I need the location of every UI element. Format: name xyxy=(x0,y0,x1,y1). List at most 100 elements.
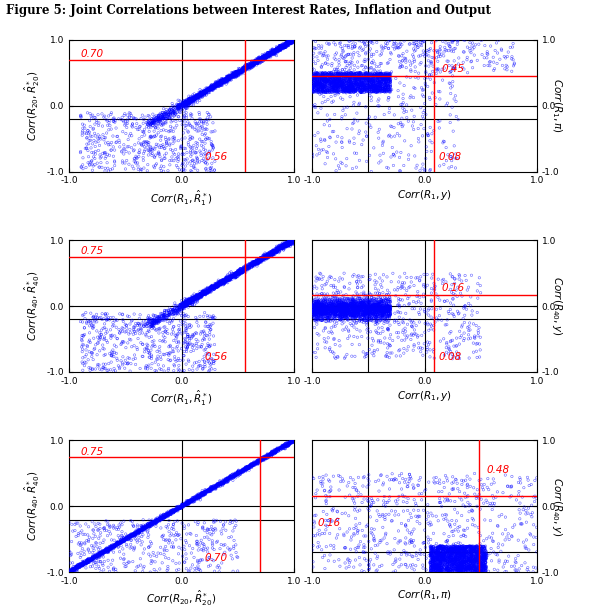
Point xyxy=(146,518,156,528)
Point xyxy=(227,69,237,79)
Point xyxy=(98,548,107,558)
Point xyxy=(311,80,321,89)
Point xyxy=(255,257,265,267)
Point xyxy=(196,289,205,299)
Point xyxy=(367,35,377,45)
Point xyxy=(195,291,205,301)
Point xyxy=(85,556,95,565)
Point xyxy=(428,542,438,551)
Point xyxy=(267,46,277,56)
Point xyxy=(361,307,371,316)
Point xyxy=(343,293,352,303)
Point xyxy=(441,537,451,547)
Point xyxy=(202,124,212,134)
Point xyxy=(340,303,349,313)
Point xyxy=(468,545,478,554)
Point xyxy=(277,242,287,252)
Point xyxy=(184,102,193,111)
Point xyxy=(226,273,235,283)
Point xyxy=(361,306,371,316)
Point xyxy=(95,548,105,558)
Point xyxy=(152,114,162,124)
Point xyxy=(217,77,226,87)
Point xyxy=(380,301,389,311)
Point xyxy=(346,544,355,554)
Point xyxy=(178,100,187,110)
Point xyxy=(375,307,385,316)
Point xyxy=(250,59,259,69)
Point xyxy=(216,479,226,488)
Point xyxy=(347,86,356,96)
Point xyxy=(285,36,295,46)
Point xyxy=(161,536,170,545)
Point xyxy=(450,545,460,555)
Point xyxy=(283,40,293,50)
Point xyxy=(228,472,238,482)
Point xyxy=(462,559,472,569)
Point xyxy=(463,542,473,551)
Point xyxy=(347,81,356,91)
Point xyxy=(266,47,276,57)
Point xyxy=(379,72,389,82)
Point xyxy=(335,311,344,321)
Point xyxy=(200,526,209,536)
Point xyxy=(341,311,350,321)
Point xyxy=(239,64,248,74)
Point xyxy=(466,542,475,552)
Point xyxy=(313,312,322,321)
Point xyxy=(356,70,366,80)
Point xyxy=(225,518,235,528)
Point xyxy=(145,521,154,531)
Point xyxy=(362,303,372,313)
Point xyxy=(87,553,97,563)
Point xyxy=(200,286,210,296)
Point xyxy=(164,307,173,317)
Point xyxy=(479,558,488,568)
Point xyxy=(83,554,92,564)
Point xyxy=(473,553,482,563)
Point xyxy=(424,51,434,61)
Point xyxy=(200,489,210,499)
Point xyxy=(329,53,339,63)
Point xyxy=(263,51,272,61)
Point xyxy=(374,300,383,310)
Point xyxy=(372,300,382,310)
Point xyxy=(197,488,206,498)
Point xyxy=(434,564,443,574)
Point xyxy=(243,62,253,72)
Point xyxy=(344,305,354,315)
Point xyxy=(427,70,436,80)
Point xyxy=(78,559,88,569)
Point xyxy=(94,548,103,558)
Point xyxy=(359,310,369,319)
Point xyxy=(181,98,191,108)
Point xyxy=(130,528,139,538)
Point xyxy=(332,76,342,86)
Point xyxy=(425,70,434,80)
Point xyxy=(250,259,259,269)
Point xyxy=(427,553,436,562)
Point xyxy=(331,82,341,92)
Point xyxy=(274,45,283,55)
Point xyxy=(73,548,83,558)
Point xyxy=(79,559,88,569)
Point xyxy=(199,489,208,499)
Text: 0.56: 0.56 xyxy=(204,152,227,162)
Point xyxy=(433,56,443,66)
Point xyxy=(192,291,202,301)
Point xyxy=(334,276,344,286)
Point xyxy=(526,530,535,540)
Point xyxy=(361,298,370,308)
Point xyxy=(186,298,196,308)
Point xyxy=(398,56,407,65)
Point xyxy=(349,73,359,83)
Point xyxy=(363,293,373,303)
Point xyxy=(314,310,324,320)
Point xyxy=(154,148,163,158)
Point xyxy=(256,55,266,65)
Point xyxy=(394,308,403,318)
Point xyxy=(328,303,338,313)
Point xyxy=(379,299,388,308)
Point xyxy=(209,483,218,493)
Point xyxy=(250,61,259,71)
